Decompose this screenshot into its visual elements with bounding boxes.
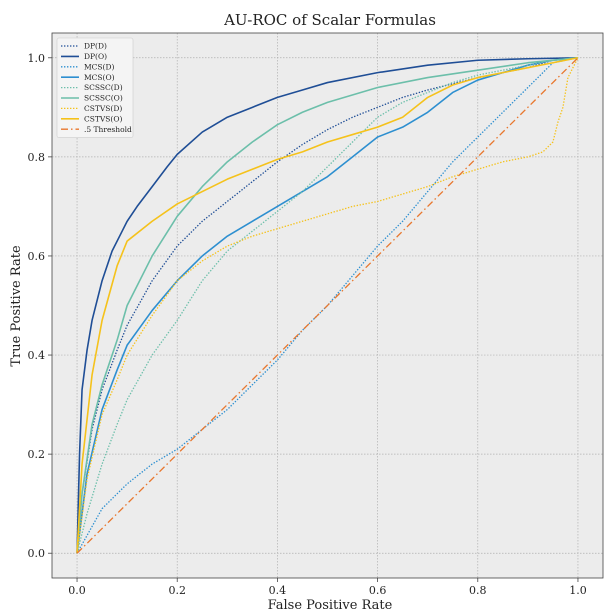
legend-label: CSTVS(D)	[84, 104, 122, 113]
series-line-5-threshold	[76, 57, 579, 554]
legend-label: SCSSC(O)	[84, 94, 123, 103]
y-tick-label: 0.8	[28, 151, 46, 164]
series-line-dp-d	[76, 57, 579, 554]
y-tick-label: 0.6	[28, 250, 46, 263]
legend-label: MCS(O)	[84, 73, 115, 82]
series-layer	[76, 56, 579, 554]
legend-label: DP(D)	[84, 42, 107, 51]
x-tick-label: 1.0	[569, 584, 587, 597]
legend-label: .5 Threshold	[84, 125, 132, 134]
series-line-dp-o	[76, 56, 578, 554]
series-line-mcs-d	[76, 57, 579, 554]
x-tick-label: 0.6	[369, 584, 387, 597]
series-line-scssc-d	[76, 57, 579, 554]
x-tick-label: 0.4	[269, 584, 287, 597]
tick-labels: 0.0 0.2 0.4 0.6 0.8 1.0 0.0 0.2 0.4 0.6 0.8 1.0	[28, 52, 587, 597]
series-line-cstvs-o	[76, 56, 579, 554]
plot-border	[51, 32, 604, 579]
x-tick-label: 0.8	[469, 584, 487, 597]
x-tick-label: 0.0	[68, 584, 86, 597]
y-tick-label: 0.0	[28, 547, 46, 560]
legend-label: MCS(D)	[84, 62, 114, 71]
legend-label: DP(O)	[84, 52, 107, 61]
series-line-scssc-o	[76, 56, 579, 554]
legend-label: CSTVS(O)	[84, 114, 123, 123]
legend-box	[56, 37, 134, 138]
series-line-mcs-o	[76, 56, 579, 554]
y-tick-label: 1.0	[28, 52, 46, 65]
y-tick-label: 0.2	[28, 448, 46, 461]
legend-label: SCSSC(D)	[84, 83, 123, 92]
y-tick-label: 0.4	[28, 349, 46, 362]
legend: DP(D)DP(O)MCS(D)MCS(O)SCSSC(D)SCSSC(O)CS…	[56, 37, 134, 138]
x-tick-label: 0.2	[168, 584, 186, 597]
x-axis-label: False Positive Rate	[268, 598, 393, 613]
chart-title: AU-ROC of Scalar Formulas	[223, 11, 436, 29]
y-axis-label: True Positive Rate	[9, 245, 24, 367]
